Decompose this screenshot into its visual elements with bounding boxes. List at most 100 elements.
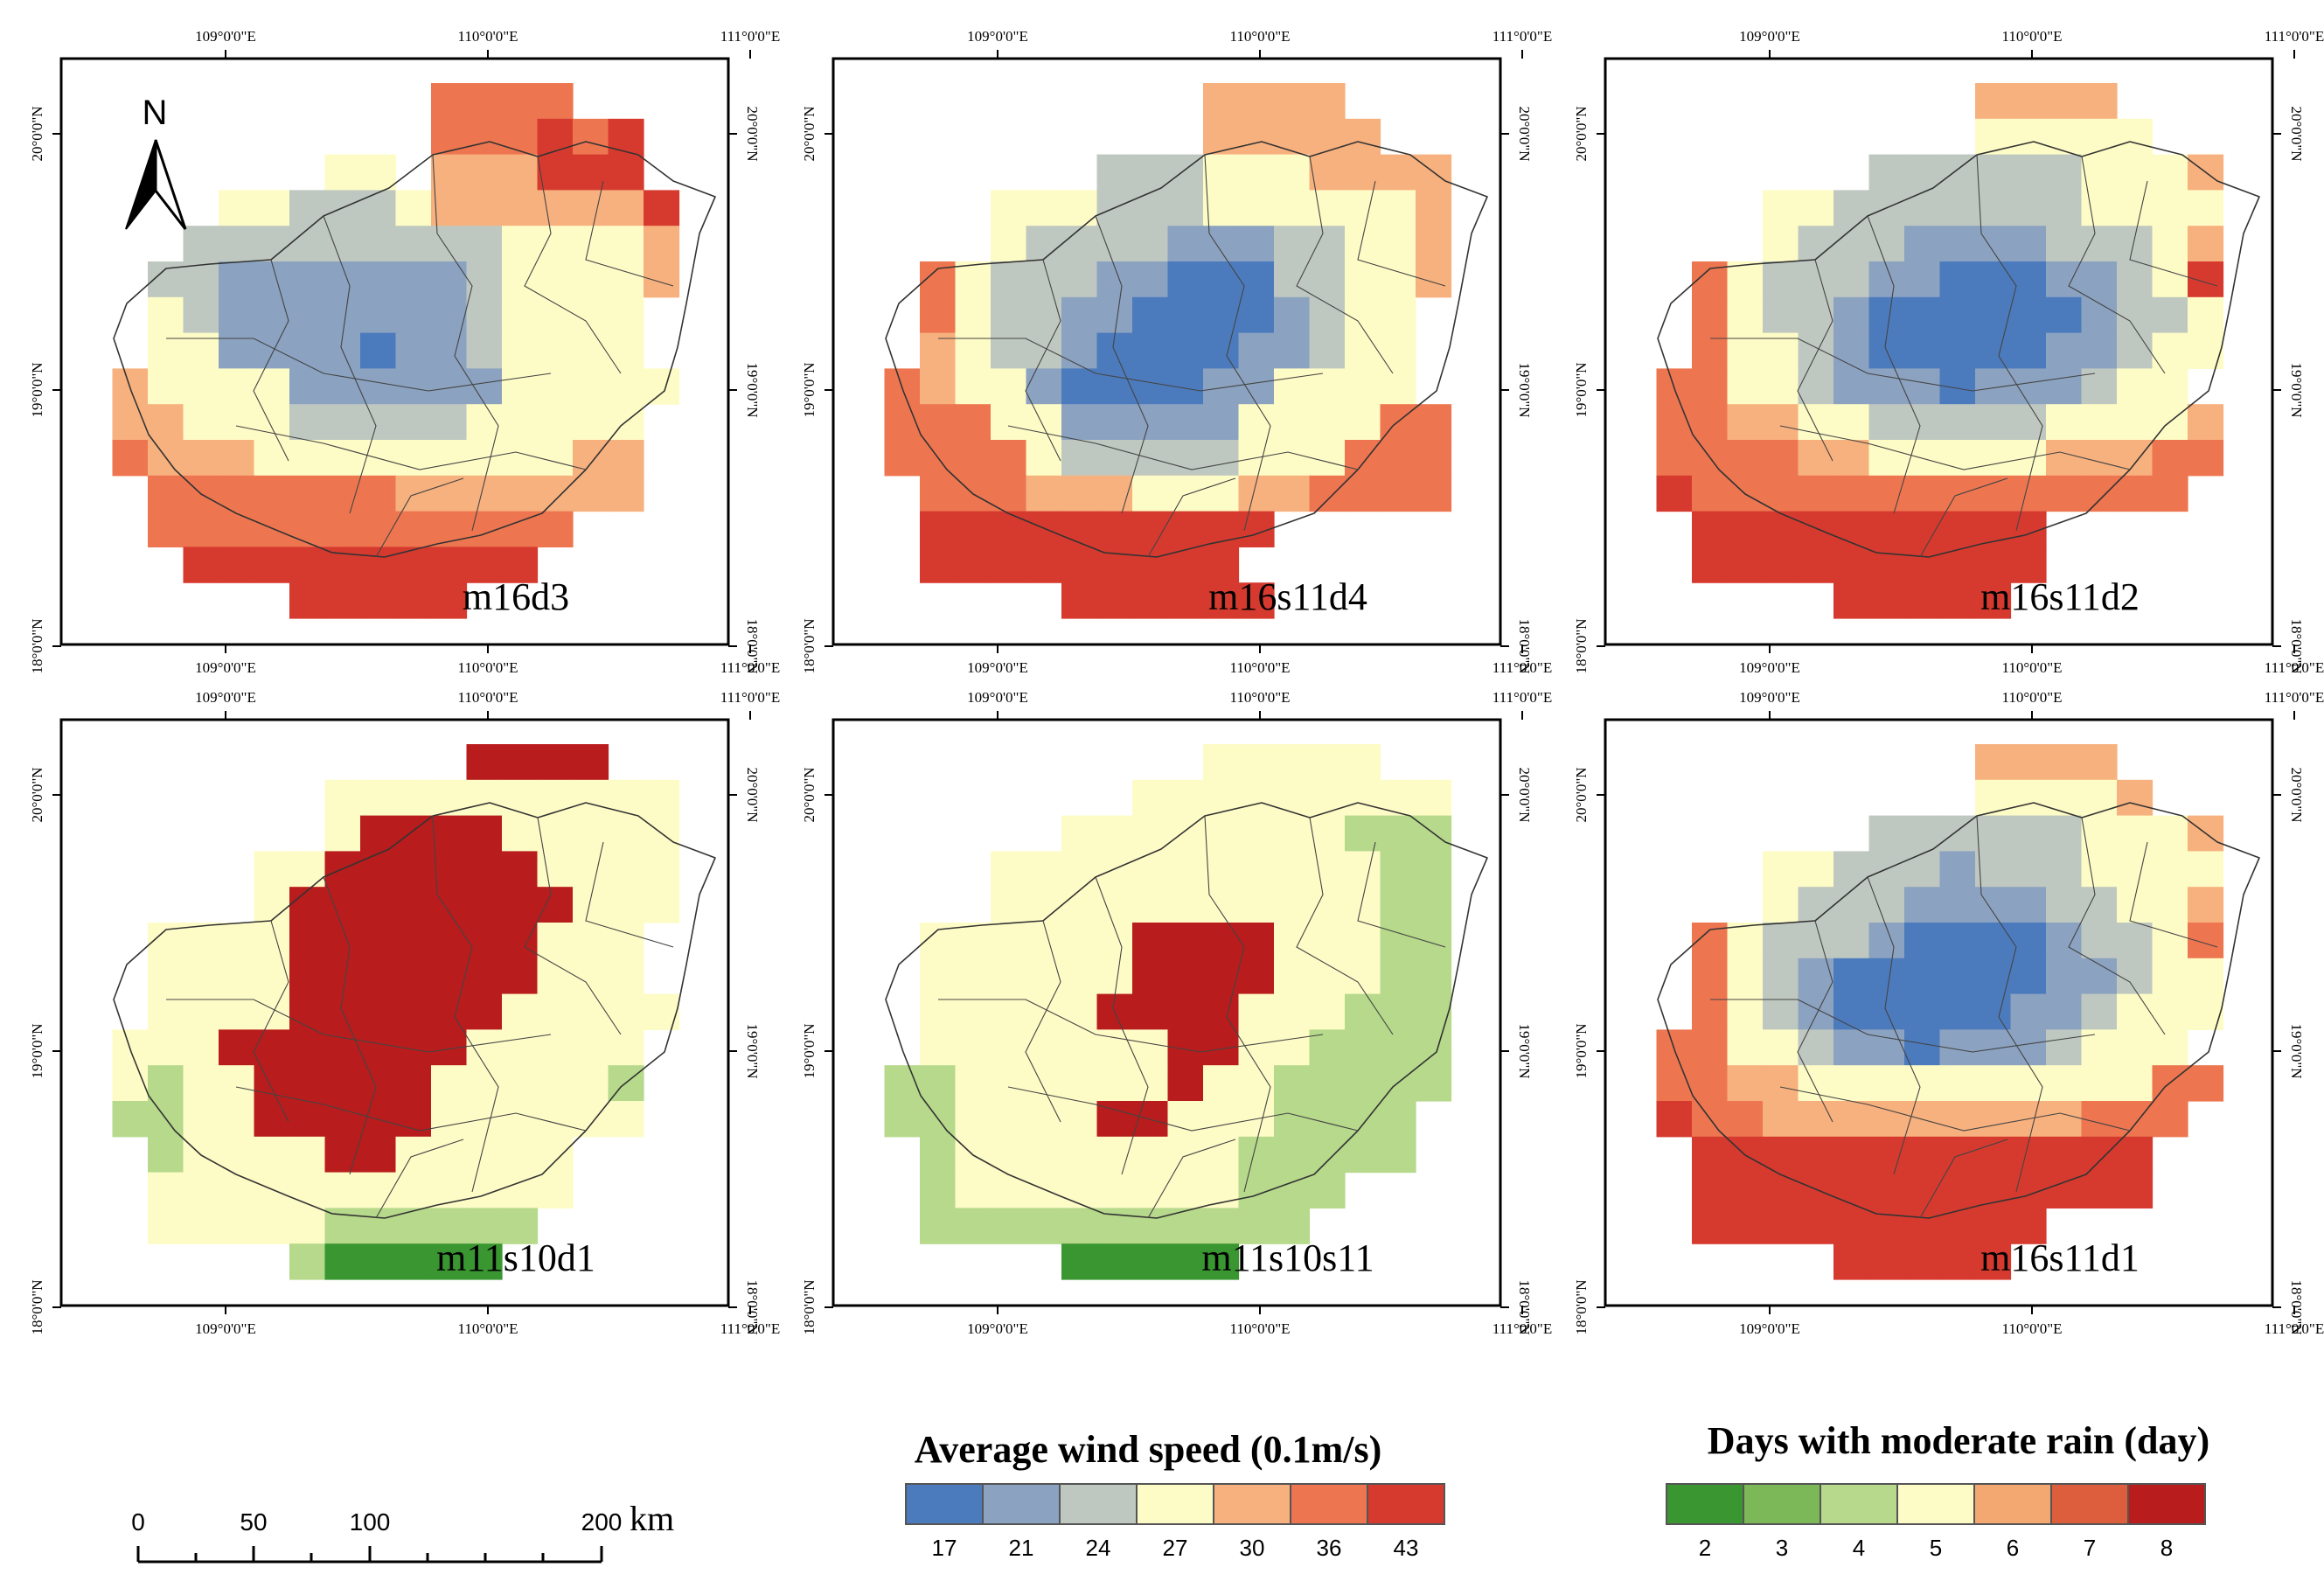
grid-cell — [1274, 923, 1311, 959]
grid-cell — [991, 547, 1027, 583]
grid-cell — [1656, 404, 1693, 441]
grid-cell — [2046, 815, 2083, 852]
grid-cell — [466, 815, 503, 852]
grid-cell — [1026, 475, 1062, 512]
longitude-label-top: 109°0'0"E — [195, 28, 256, 45]
grid-cell — [360, 1136, 397, 1174]
grid-cell — [466, 404, 503, 441]
grid-cell — [2046, 1136, 2083, 1174]
grid-cell — [537, 993, 574, 1030]
grid-cell — [1203, 83, 1240, 120]
grid-cell — [1203, 1101, 1240, 1138]
county-boundary — [1919, 477, 2008, 558]
grid-cell — [920, 958, 957, 995]
grid-cell — [1798, 440, 1834, 477]
grid-cell — [2010, 368, 2047, 405]
grid-cell — [2010, 261, 2047, 298]
grid-cell — [1833, 296, 1870, 334]
grid-cell — [466, 118, 503, 156]
north-arrow-right-half — [154, 139, 187, 230]
grid-cell — [324, 582, 361, 619]
grid-cell — [1416, 440, 1452, 477]
grid-cell — [1167, 190, 1204, 226]
grid-cell — [2010, 958, 2047, 995]
grid-cell — [608, 475, 644, 512]
grid-cell — [2081, 440, 2118, 477]
latitude-label-left: 18°0'0"N — [801, 618, 818, 673]
grid-cell — [1727, 404, 1764, 441]
grid-cell — [502, 404, 539, 441]
grid-cell — [1096, 1243, 1133, 1280]
grid-cell — [289, 887, 326, 923]
grid-cell — [360, 958, 397, 995]
legend-swatch — [1213, 1483, 1291, 1525]
grid-cell — [1833, 332, 1870, 369]
legend-tick-label: 43 — [1394, 1535, 1419, 1561]
grid-cell — [219, 547, 255, 583]
grid-cell — [466, 851, 503, 888]
county-boundary — [2068, 156, 2166, 374]
grid-cell — [1061, 923, 1098, 959]
grid-cell — [1238, 582, 1275, 619]
north-arrow-left-half — [125, 139, 157, 230]
grid-cell — [955, 404, 992, 441]
grid-cell — [1975, 993, 2012, 1030]
grid-cell — [1309, 404, 1346, 441]
grid-cell — [1975, 779, 2012, 817]
grid-cell — [502, 958, 539, 995]
grid-cell — [502, 475, 539, 512]
scale-bar-label: 100 — [350, 1508, 391, 1536]
grid-cell — [289, 1243, 326, 1280]
grid-cell — [395, 923, 432, 959]
grid-cell — [1868, 1172, 1905, 1208]
grid-cell — [254, 1172, 290, 1208]
grid-cell — [2081, 1101, 2118, 1138]
grid-cell — [466, 296, 503, 334]
county-boundary — [1296, 817, 1394, 1035]
grid-cell — [324, 226, 361, 262]
grid-cell — [1309, 83, 1346, 120]
grid-cell — [1380, 958, 1416, 995]
latitude-label-left: 19°0'0"N — [801, 1023, 818, 1078]
grid-cell — [1975, 744, 2012, 781]
longitude-label-top: 109°0'0"E — [195, 689, 256, 706]
grid-cell — [1026, 993, 1062, 1030]
grid-cell — [502, 744, 539, 781]
longitude-label-bottom: 110°0'0"E — [457, 1320, 518, 1337]
grid-cell — [1833, 475, 1870, 512]
grid-cell — [1026, 404, 1062, 441]
grid-cell — [1380, 226, 1416, 262]
grid-cell — [2010, 1029, 2047, 1066]
grid-cell — [1692, 1065, 1729, 1102]
grid-cell — [2117, 779, 2154, 817]
grid-cell — [1096, 1172, 1133, 1208]
legend-swatch — [1743, 1483, 1821, 1525]
grid-cell — [1904, 958, 1941, 995]
grid-cell — [1132, 923, 1169, 959]
grid-cell — [1727, 440, 1764, 477]
grid-cell — [431, 332, 468, 369]
grid-cell — [1656, 475, 1693, 512]
grid-cell — [608, 1101, 644, 1138]
county-boundary — [2129, 841, 2218, 948]
grid-cell — [1132, 887, 1169, 923]
grid-cell — [324, 1172, 361, 1208]
scale-bar-label: 200 — [581, 1508, 623, 1536]
grid-cell — [1061, 887, 1098, 923]
grid-cell — [1380, 296, 1416, 334]
grid-cell — [1274, 1208, 1311, 1244]
map-frame — [59, 57, 730, 646]
grid-cell — [148, 1208, 184, 1244]
grid-cell — [219, 296, 255, 334]
grid-cell — [2188, 296, 2224, 334]
grid-cell — [219, 958, 255, 995]
grid-cell — [537, 815, 574, 852]
grid-cell — [608, 226, 644, 262]
grid-cell — [395, 851, 432, 888]
grid-cell — [1167, 958, 1204, 995]
grid-cell — [360, 190, 397, 226]
longitude-label-top: 110°0'0"E — [2001, 689, 2062, 706]
grid-cell — [289, 226, 326, 262]
county-boundary — [1797, 259, 1833, 462]
grid-cell — [1798, 1172, 1834, 1208]
